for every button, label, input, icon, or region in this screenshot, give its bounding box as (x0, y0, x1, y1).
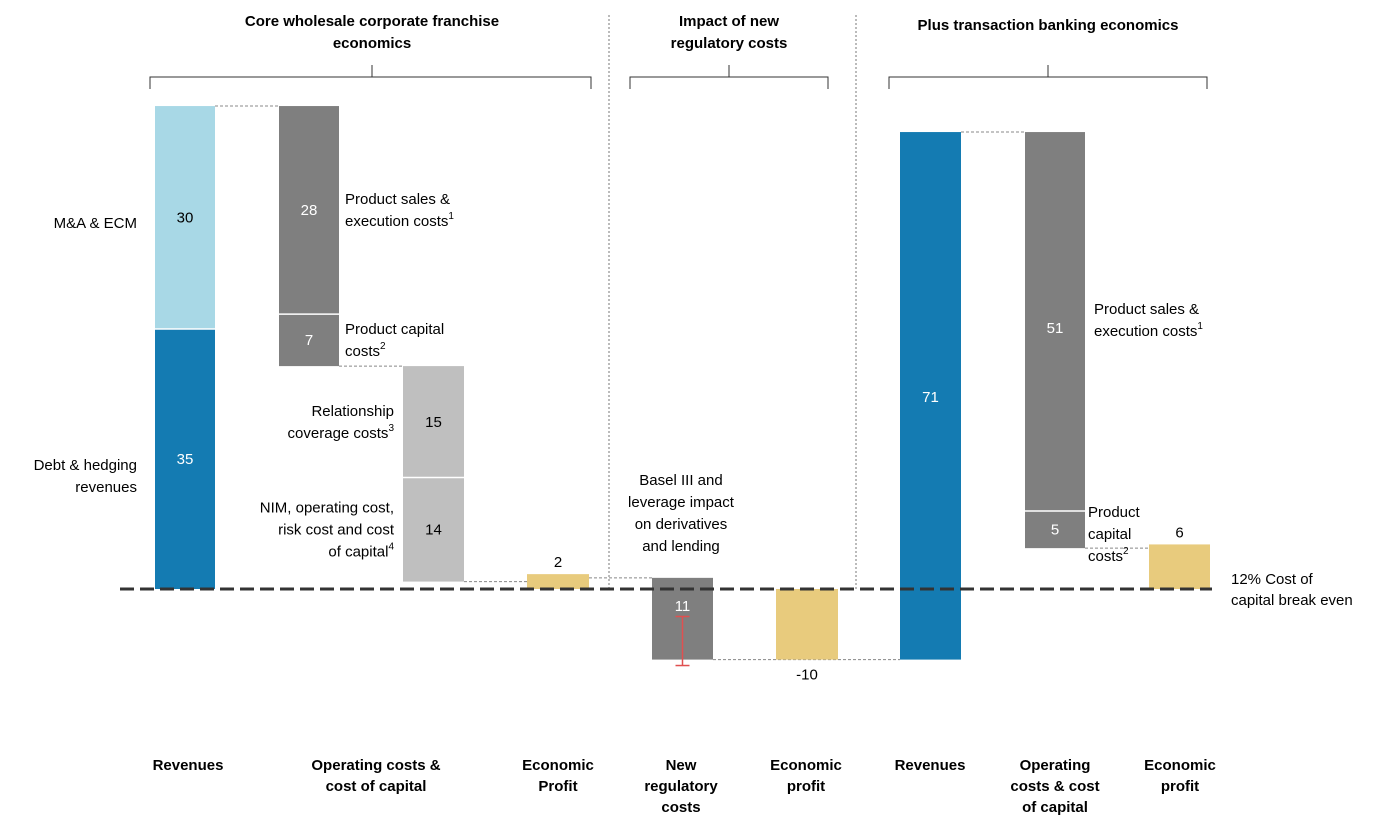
baseline-label: 12% Cost of capital break even (1231, 571, 1353, 609)
value-label: 51 (1047, 320, 1064, 337)
bar-segment (527, 574, 589, 589)
category-label: Economic profit (1144, 757, 1216, 795)
bar-segment (155, 328, 215, 589)
segment-label: Product sales & execution costs1 (1094, 301, 1203, 340)
value-label: 6 (1175, 524, 1183, 541)
category-label: Economic profit (770, 757, 842, 795)
segment-side-label: M&A & ECM (54, 215, 137, 232)
section-bracket (629, 65, 829, 89)
value-label: 11 (675, 598, 691, 615)
segment-label: Product sales & execution costs1 (345, 191, 454, 230)
segment-label: Basel III and leverage impact on derivativ… (628, 472, 735, 555)
bar-segment (403, 366, 464, 478)
section-title: Plus transaction banking economics (918, 17, 1179, 34)
segment-side-label: Debt & hedging revenues (34, 457, 137, 496)
segment-label: NIM, operating cost, risk cost and cost of… (260, 500, 395, 561)
value-label: 2 (554, 554, 562, 571)
category-label: Revenues (895, 757, 966, 774)
value-label: 7 (305, 332, 313, 349)
section-title: Core wholesale corporate franchise econom… (245, 13, 499, 52)
segment-label: Product capital costs2 (1088, 504, 1141, 565)
section-bracket (149, 65, 592, 89)
value-label: 30 (177, 210, 194, 227)
category-label: Operating costs & cost of capital (311, 757, 440, 795)
bar-segment (403, 477, 464, 582)
bar-segment (279, 314, 339, 367)
bar-segment (279, 106, 339, 315)
value-label: 14 (425, 522, 442, 539)
category-label: Economic Profit (522, 757, 594, 795)
segment-label: Relationship coverage costs3 (288, 403, 395, 442)
bar-segment (900, 132, 961, 660)
bar-segment (1149, 544, 1210, 589)
section-title: Impact of new regulatory costs (671, 13, 788, 52)
bar-segment (1025, 132, 1085, 511)
value-label: -10 (796, 667, 818, 684)
value-label: 15 (425, 414, 442, 431)
bar-segment (776, 589, 838, 660)
value-label: 5 (1051, 522, 1059, 539)
value-label: 71 (922, 389, 939, 406)
segment-label: Product capital costs2 (345, 321, 444, 360)
bar-segment (155, 106, 215, 329)
bar-segment (1025, 510, 1085, 549)
section-bracket (888, 65, 1208, 89)
category-label: New regulatory costs (644, 757, 718, 816)
value-label: 28 (301, 202, 318, 219)
category-label: Operating costs & cost of capital (1010, 757, 1099, 816)
category-label: Revenues (153, 757, 224, 774)
value-label: 35 (177, 451, 194, 468)
